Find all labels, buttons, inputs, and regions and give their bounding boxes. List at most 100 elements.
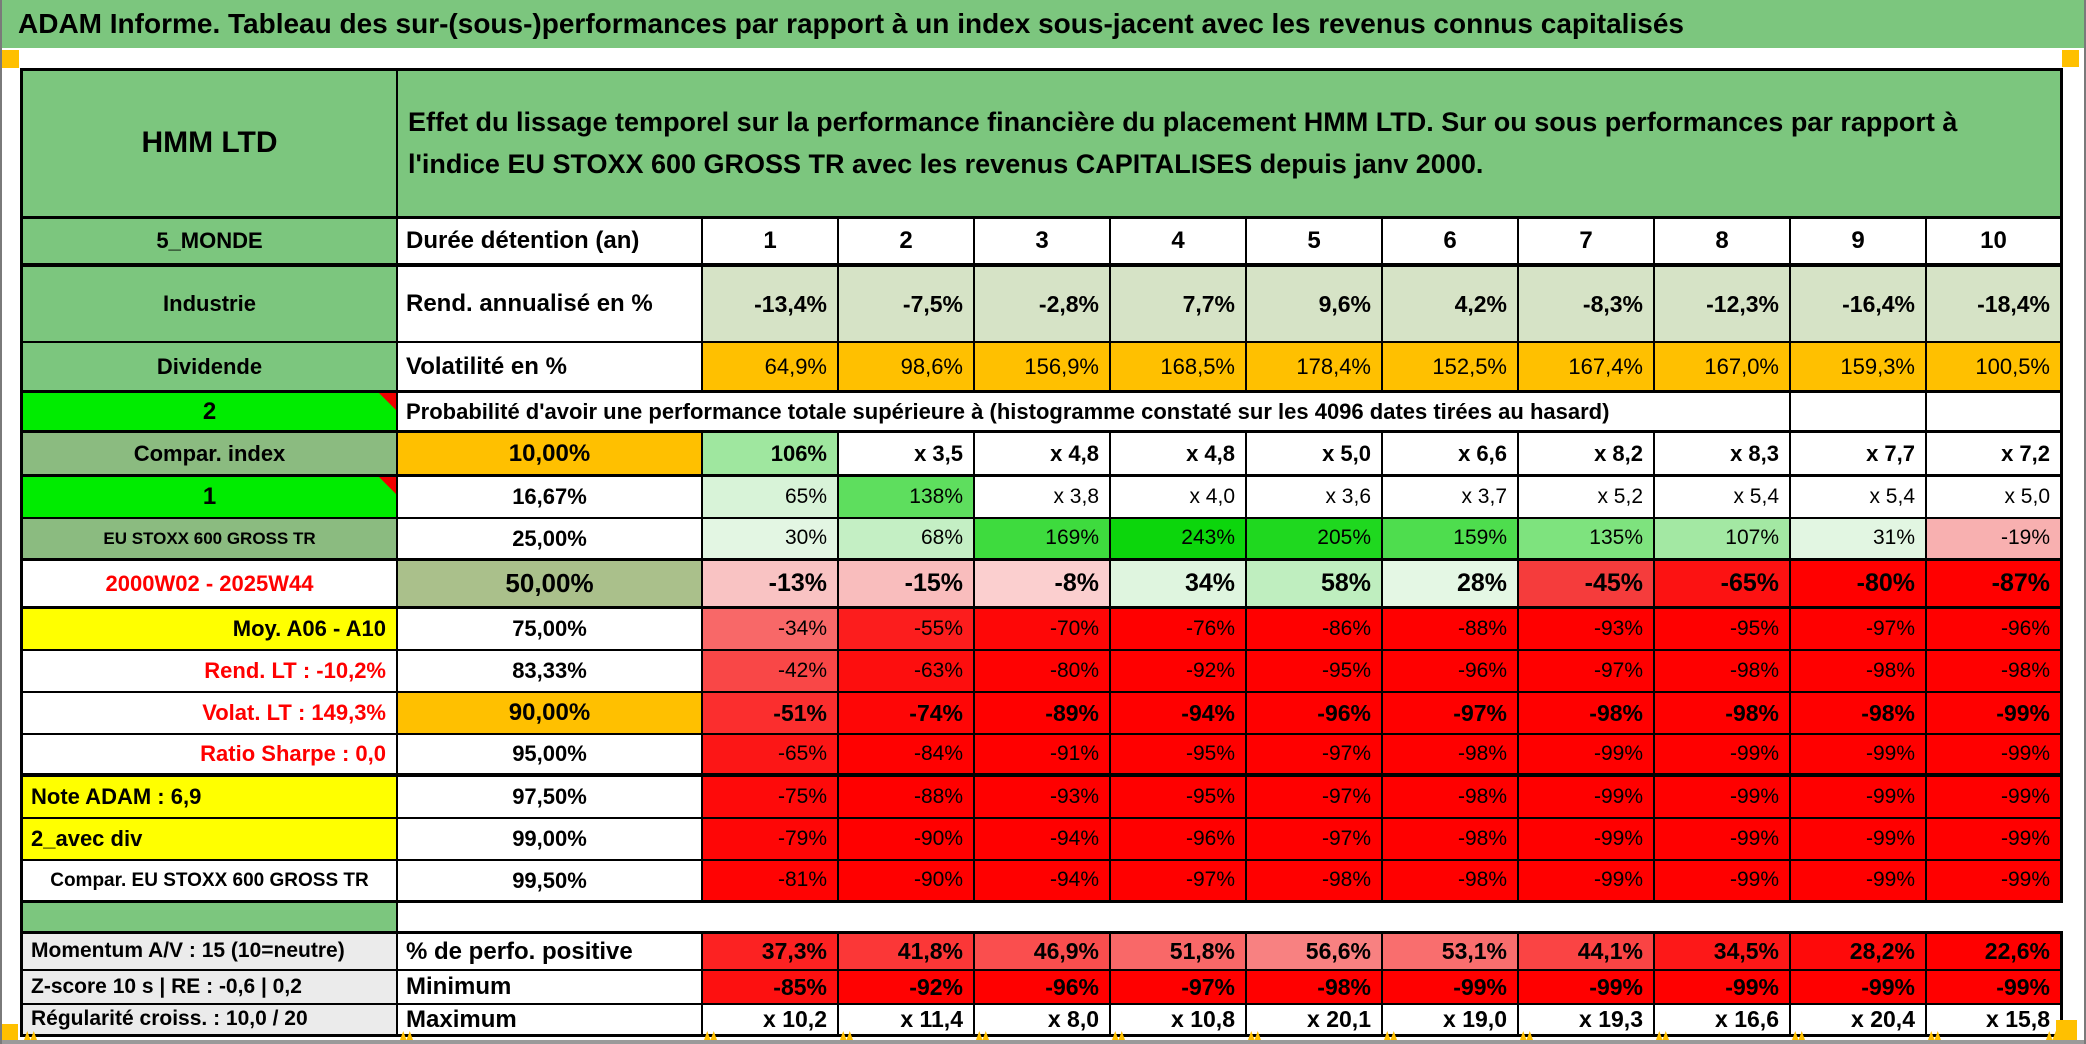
row-volatilite-cell-3[interactable]: 98,6%	[839, 343, 975, 393]
row-duree-cell-1[interactable]: Durée détention (an)	[398, 219, 703, 267]
row-p5000-cell-4[interactable]: -8%	[975, 561, 1111, 609]
row-p7500-cell-5[interactable]: -76%	[1111, 609, 1247, 651]
row-p2500-cell-3[interactable]: 68%	[839, 519, 975, 561]
row-rend-annualise-cell-2[interactable]: -13,4%	[703, 267, 839, 343]
row-p9500-cell-2[interactable]: -65%	[703, 735, 839, 777]
row-maximum-cell-8[interactable]: x 19,3	[1519, 1005, 1655, 1037]
row-p9950-cell-3[interactable]: -90%	[839, 861, 975, 903]
row-perfo-positive-cell-3[interactable]: 41,8%	[839, 931, 975, 971]
row-duree-cell-5[interactable]: 4	[1111, 219, 1247, 267]
row-p7500-cell-4[interactable]: -70%	[975, 609, 1111, 651]
row-p1667-cell-0[interactable]: 1	[23, 477, 398, 519]
row-minimum-cell-11[interactable]: -99%	[1927, 971, 2063, 1005]
row-p9750-cell-10[interactable]: -99%	[1791, 777, 1927, 819]
row-probabilite-cell-2[interactable]	[1791, 393, 1927, 433]
row-p9750-cell-8[interactable]: -99%	[1519, 777, 1655, 819]
row-p9500-cell-5[interactable]: -95%	[1111, 735, 1247, 777]
row-p10-cell-11[interactable]: x 7,2	[1927, 433, 2063, 477]
row-p9000-cell-7[interactable]: -97%	[1383, 693, 1519, 735]
row-volatilite-cell-0[interactable]: Dividende	[23, 343, 398, 393]
row-p9900-cell-6[interactable]: -97%	[1247, 819, 1383, 861]
row-p8333-cell-0[interactable]: Rend. LT : -10,2%	[23, 651, 398, 693]
row-p8333-cell-6[interactable]: -95%	[1247, 651, 1383, 693]
row-p9000-cell-0[interactable]: Volat. LT : 149,3%	[23, 693, 398, 735]
row-p9500-cell-1[interactable]: 95,00%	[398, 735, 703, 777]
row-probabilite-cell-3[interactable]	[1927, 393, 2063, 433]
row-p9950-cell-4[interactable]: -94%	[975, 861, 1111, 903]
row-p10-cell-1[interactable]: 10,00%	[398, 433, 703, 477]
row-p8333-cell-8[interactable]: -97%	[1519, 651, 1655, 693]
row-p9950-cell-0[interactable]: Compar. EU STOXX 600 GROSS TR	[23, 861, 398, 903]
row-volatilite-cell-4[interactable]: 156,9%	[975, 343, 1111, 393]
row-p9000-cell-10[interactable]: -98%	[1791, 693, 1927, 735]
row-perfo-positive-cell-7[interactable]: 53,1%	[1383, 931, 1519, 971]
row-maximum-cell-11[interactable]: x 15,8	[1927, 1005, 2063, 1037]
row-p2500-cell-11[interactable]: -19%	[1927, 519, 2063, 561]
row-p9750-cell-2[interactable]: -75%	[703, 777, 839, 819]
row-perfo-positive-cell-2[interactable]: 37,3%	[703, 931, 839, 971]
row-p9000-cell-8[interactable]: -98%	[1519, 693, 1655, 735]
row-p5000-cell-3[interactable]: -15%	[839, 561, 975, 609]
row-minimum-cell-4[interactable]: -96%	[975, 971, 1111, 1005]
row-p8333-cell-11[interactable]: -98%	[1927, 651, 2063, 693]
row-maximum-cell-7[interactable]: x 19,0	[1383, 1005, 1519, 1037]
row-p9900-cell-5[interactable]: -96%	[1111, 819, 1247, 861]
row-probabilite-cell-0[interactable]: 2	[23, 393, 398, 433]
row-p9000-cell-2[interactable]: -51%	[703, 693, 839, 735]
row-perfo-positive-cell-6[interactable]: 56,6%	[1247, 931, 1383, 971]
row-p9750-cell-6[interactable]: -97%	[1247, 777, 1383, 819]
row-p1667-cell-1[interactable]: 16,67%	[398, 477, 703, 519]
row-p5000-cell-1[interactable]: 50,00%	[398, 561, 703, 609]
row-duree-cell-6[interactable]: 5	[1247, 219, 1383, 267]
row-minimum-cell-10[interactable]: -99%	[1791, 971, 1927, 1005]
row-p8333-cell-5[interactable]: -92%	[1111, 651, 1247, 693]
row-p7500-cell-1[interactable]: 75,00%	[398, 609, 703, 651]
row-p9750-cell-9[interactable]: -99%	[1655, 777, 1791, 819]
row-p9500-cell-0[interactable]: Ratio Sharpe : 0,0	[23, 735, 398, 777]
row-volatilite-cell-1[interactable]: Volatilité en %	[398, 343, 703, 393]
row-p9750-cell-1[interactable]: 97,50%	[398, 777, 703, 819]
row-minimum-cell-0[interactable]: Z-score 10 s | RE : -0,6 | 0,2	[23, 971, 398, 1005]
row-p1667-cell-10[interactable]: x 5,4	[1791, 477, 1927, 519]
row-p5000-cell-7[interactable]: 28%	[1383, 561, 1519, 609]
row-p9900-cell-11[interactable]: -99%	[1927, 819, 2063, 861]
row-p10-cell-9[interactable]: x 8,3	[1655, 433, 1791, 477]
row-p10-cell-0[interactable]: Compar. index	[23, 433, 398, 477]
row-p7500-cell-2[interactable]: -34%	[703, 609, 839, 651]
row-p9950-cell-7[interactable]: -98%	[1383, 861, 1519, 903]
row-rend-annualise-cell-6[interactable]: 9,6%	[1247, 267, 1383, 343]
row-p10-cell-8[interactable]: x 8,2	[1519, 433, 1655, 477]
row-p1667-cell-4[interactable]: x 3,8	[975, 477, 1111, 519]
row-p8333-cell-3[interactable]: -63%	[839, 651, 975, 693]
row-minimum-cell-6[interactable]: -98%	[1247, 971, 1383, 1005]
row-p7500-cell-6[interactable]: -86%	[1247, 609, 1383, 651]
row-p9900-cell-2[interactable]: -79%	[703, 819, 839, 861]
row-perfo-positive-cell-9[interactable]: 34,5%	[1655, 931, 1791, 971]
row-p9900-cell-0[interactable]: 2_avec div	[23, 819, 398, 861]
row-p1667-cell-6[interactable]: x 3,6	[1247, 477, 1383, 519]
row-p10-cell-2[interactable]: 106%	[703, 433, 839, 477]
row-rend-annualise-cell-1[interactable]: Rend. annualisé en %	[398, 267, 703, 343]
row-p9500-cell-9[interactable]: -99%	[1655, 735, 1791, 777]
row-duree-cell-2[interactable]: 1	[703, 219, 839, 267]
row-perfo-positive-cell-10[interactable]: 28,2%	[1791, 931, 1927, 971]
row-p7500-cell-3[interactable]: -55%	[839, 609, 975, 651]
row-p9000-cell-5[interactable]: -94%	[1111, 693, 1247, 735]
row-maximum-cell-9[interactable]: x 16,6	[1655, 1005, 1791, 1037]
row-minimum-cell-3[interactable]: -92%	[839, 971, 975, 1005]
row-perfo-positive-cell-8[interactable]: 44,1%	[1519, 931, 1655, 971]
row-p9900-cell-1[interactable]: 99,00%	[398, 819, 703, 861]
row-p5000-cell-10[interactable]: -80%	[1791, 561, 1927, 609]
row-minimum-cell-2[interactable]: -85%	[703, 971, 839, 1005]
row-p10-cell-3[interactable]: x 3,5	[839, 433, 975, 477]
row-p9500-cell-3[interactable]: -84%	[839, 735, 975, 777]
row-volatilite-cell-11[interactable]: 100,5%	[1927, 343, 2063, 393]
row-volatilite-cell-9[interactable]: 167,0%	[1655, 343, 1791, 393]
row-p9500-cell-8[interactable]: -99%	[1519, 735, 1655, 777]
row-p9500-cell-4[interactable]: -91%	[975, 735, 1111, 777]
row-minimum-cell-5[interactable]: -97%	[1111, 971, 1247, 1005]
row-volatilite-cell-10[interactable]: 159,3%	[1791, 343, 1927, 393]
row-p9900-cell-10[interactable]: -99%	[1791, 819, 1927, 861]
row-rend-annualise-cell-3[interactable]: -7,5%	[839, 267, 975, 343]
row-p8333-cell-1[interactable]: 83,33%	[398, 651, 703, 693]
